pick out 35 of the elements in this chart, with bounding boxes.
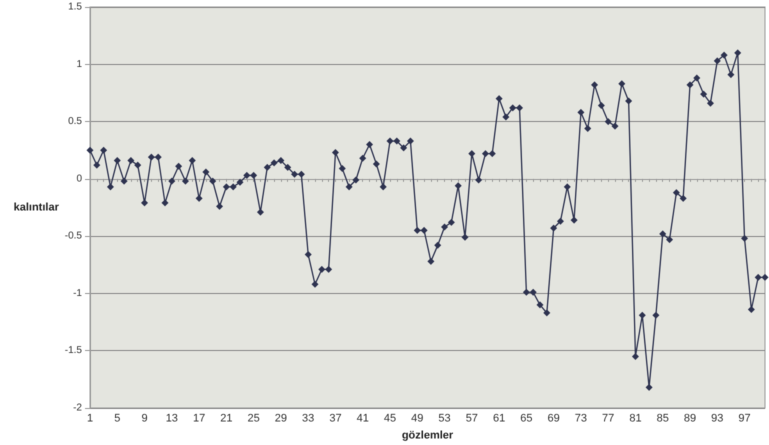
x-tick-label: 77: [602, 412, 614, 424]
x-tick-label: 25: [248, 412, 260, 424]
y-axis-title: kalıntılar: [14, 202, 60, 214]
x-tick-label: 5: [114, 412, 120, 424]
x-tick-label: 17: [192, 412, 206, 424]
x-tick-label: 85: [656, 412, 669, 424]
y-tick-label: 1: [76, 58, 82, 70]
x-tick-label: 57: [466, 412, 478, 424]
y-tick-label: -0.5: [64, 230, 82, 242]
x-tick-label: 41: [356, 412, 369, 424]
x-tick-label: 53: [438, 412, 451, 424]
x-tick-label: 61: [492, 412, 506, 424]
x-tick-label: 1: [86, 412, 94, 424]
x-tick-label: 9: [141, 412, 148, 424]
x-tick-label: 37: [329, 412, 342, 424]
x-tick-label: 65: [520, 412, 532, 424]
y-tick-label: 1.5: [68, 2, 82, 12]
y-tick-label: 0.5: [68, 116, 82, 128]
y-tick-label: -1: [73, 288, 82, 299]
x-tick-label: 69: [548, 412, 560, 424]
y-tick-label: -1.5: [64, 345, 82, 356]
x-axis-title: gözlemler: [402, 430, 454, 442]
x-tick-label: 33: [302, 412, 314, 424]
x-tick-label: 97: [738, 412, 751, 424]
y-tick-label: 0: [76, 173, 82, 184]
x-tick-label: 93: [711, 412, 724, 424]
x-tick-label: 13: [166, 412, 178, 424]
x-tick-label: 89: [684, 412, 696, 424]
x-tick-label: 29: [274, 412, 288, 424]
x-tick-label: 21: [220, 412, 232, 424]
y-tick-label: -2: [73, 402, 82, 414]
x-tick-label: 45: [384, 412, 396, 424]
x-tick-label: 81: [629, 412, 642, 424]
x-tick-label: 73: [574, 412, 588, 424]
x-tick-label: 49: [411, 412, 424, 424]
